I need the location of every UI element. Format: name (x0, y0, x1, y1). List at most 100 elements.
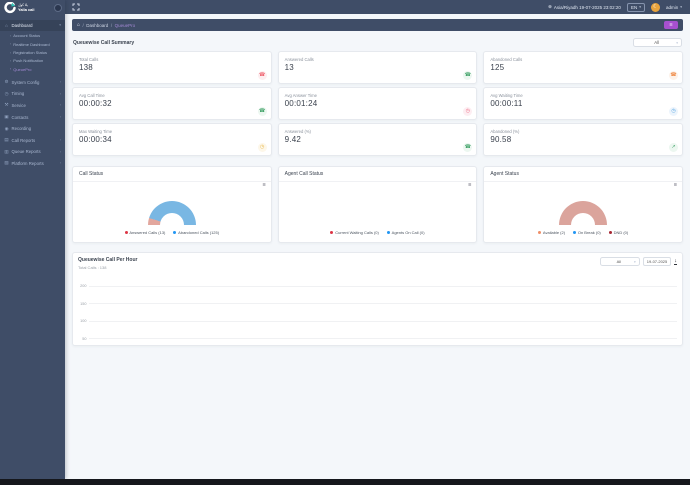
sidebar-subitem-realtime-dashboard[interactable]: › Realtime Dashboard (10, 41, 50, 47)
legend-item[interactable]: Abandoned Calls (125) (173, 230, 219, 235)
chevron-down-icon: ▾ (639, 5, 641, 9)
chevron-right-icon: › (59, 161, 61, 166)
chart-legend: Answered Calls (13) Abandoned Calls (125… (73, 230, 271, 235)
chart-menu-icon[interactable]: ≡ (673, 182, 677, 188)
record-icon: ◉ (4, 125, 9, 131)
legend-dot (538, 230, 542, 234)
summary-title: Queuewise Call Summary (73, 39, 135, 46)
chart-card-call-status: Call Status ≡ Answered Calls (13) Abando… (72, 166, 272, 243)
sidebar-submenu-dashboard: › Account Status › Realtime Dashboard › Reg… (0, 31, 65, 77)
sidebar-toggle[interactable] (54, 4, 62, 12)
legend-dot (330, 230, 334, 234)
sidebar-item-dashboard[interactable]: ⌂ Dashboard ▾ (0, 20, 65, 31)
stat-card-abandoned-calls: Abandoned Calls 125 ☎ (483, 51, 683, 84)
bottom-bar (0, 479, 690, 485)
sidebar-item-contacts[interactable]: ▣ Contacts › (4, 114, 61, 120)
phone-icon: ☎ (257, 107, 267, 116)
breadcrumb-dashboard[interactable]: Dashboard (86, 22, 109, 28)
date-picker[interactable]: 19-07-2025 (642, 257, 672, 266)
y-axis-tick: 200 (80, 284, 87, 289)
sidebar-item-timing[interactable]: ◷ Timing › (4, 90, 61, 97)
chevron-right-icon: › (59, 91, 61, 96)
clock-icon: ◷ (463, 107, 473, 116)
legend-dot (573, 230, 577, 234)
report-icon: ▤ (4, 137, 9, 143)
username-label: admin (665, 4, 679, 10)
arrow-icon: › (10, 33, 12, 38)
logo-text: يلا كول Yalla call (18, 3, 35, 12)
legend-item[interactable]: Current Waiting Calls (0) (330, 230, 379, 235)
stat-card-avg-answer-time: Avg Answer Time 00:01:24 ◷ (277, 87, 478, 120)
sidebar-item-queue-reports[interactable]: ▥ Queue Reports › (4, 148, 61, 155)
half-donut-chart (559, 200, 608, 225)
sidebar-subitem-queuepro[interactable]: › QueuePro (10, 66, 32, 72)
stat-card-answered-calls: Answered Calls 13 ☎ (277, 51, 478, 84)
arrow-icon: › (10, 42, 12, 47)
chart-legend: Available (2) On Break (0) DND (0) (484, 230, 682, 235)
hourly-filter-select[interactable]: All ▾ (599, 257, 640, 266)
chart-card-agent-status: Agent Status ≡ Available (2) On Break (0… (483, 166, 683, 243)
chart-menu-icon[interactable]: ≡ (468, 182, 472, 188)
breadcrumb-queuepro[interactable]: QueuePro (114, 22, 136, 28)
sidebar-item-recording[interactable]: ◉ Recording (4, 125, 32, 132)
y-axis-tick: 100 (80, 319, 87, 324)
phone-icon: ☎ (463, 71, 473, 80)
clock-icon: ◷ (669, 107, 678, 116)
phone-icon: ☎ (669, 71, 678, 80)
sidebar-item-platform-reports[interactable]: ▧ Platform Reports › (4, 160, 61, 166)
stat-card-avg-call-time: Avg Call Time 00:00:32 ☎ (72, 87, 272, 120)
legend-item[interactable]: Answered Calls (13) (124, 230, 165, 235)
sidebar-subitem-account-status[interactable]: › Account Status (10, 33, 41, 39)
sidebar-item-system-config[interactable]: ⚙ System Config › (4, 79, 61, 85)
legend-item[interactable]: DND (0) (608, 230, 628, 235)
breadcrumb-menu-button[interactable]: ≡ (664, 21, 678, 29)
main-content: ⌂ / Dashboard / QueuePro ≡ Queuewise Cal… (65, 14, 690, 479)
breadcrumb: ⌂ / Dashboard / QueuePro ≡ (72, 19, 683, 31)
legend-dot (386, 230, 390, 234)
chevron-down-icon: ▾ (634, 259, 636, 264)
timezone-datetime: ⊕ Asia/Riyadh 19-07-2025 23:02:20 (548, 4, 621, 10)
chart-menu-icon[interactable]: ≡ (262, 182, 266, 188)
chevron-down-icon: ▾ (59, 23, 61, 28)
sidebar-nav: ⌂ Dashboard ▾ › Account Status › Realtime … (0, 20, 65, 169)
chart-card-agent-call-status: Agent Call Status ≡ Current Waiting Call… (277, 166, 478, 243)
phone-icon: ☎ (257, 71, 267, 80)
top-header: ⊕ Asia/Riyadh 19-07-2025 23:02:20 EN ▾ ☾ a… (0, 0, 690, 14)
half-donut-chart (147, 200, 196, 225)
sidebar-item-service[interactable]: ⚒ Service › (4, 102, 61, 108)
gridline (89, 320, 677, 322)
sidebar: يلا كول Yalla call ⌂ Dashboard ▾ › Accoun… (0, 0, 65, 479)
stat-card-total-calls: Total Calls 138 ☎ (72, 51, 272, 84)
legend-item[interactable]: Available (2) (538, 230, 565, 235)
app-logo[interactable]: يلا كول Yalla call (0, 0, 65, 16)
chevron-right-icon: › (59, 138, 61, 143)
phone-icon: ☎ (463, 143, 473, 152)
legend-item[interactable]: On Break (0) (573, 230, 601, 235)
chevron-down-icon: ▾ (680, 5, 682, 9)
theme-toggle[interactable]: ☾ (650, 2, 660, 12)
report-icon: ▥ (4, 148, 9, 154)
y-axis-tick: 50 (82, 336, 87, 341)
user-menu[interactable]: admin ▾ (666, 5, 682, 10)
language-selector[interactable]: EN ▾ (626, 2, 645, 12)
gridline (89, 303, 677, 305)
hourly-total-calls: Total Calls : 138 (78, 264, 107, 270)
stat-card-answered-pct: Answered (%) 9.42 ☎ (277, 123, 478, 156)
summary-header: Queuewise Call Summary All ▾ (73, 38, 682, 47)
clock-icon: ◷ (4, 90, 9, 96)
datetime-text: Asia/Riyadh 19-07-2025 23:02:20 (553, 4, 621, 10)
fullscreen-icon[interactable] (72, 3, 80, 11)
download-icon[interactable]: ↓ (674, 257, 677, 265)
contacts-icon: ▣ (4, 114, 9, 120)
queue-filter-select[interactable]: All ▾ (633, 38, 682, 47)
language-label: EN (630, 4, 638, 10)
moon-icon: ☾ (653, 3, 658, 10)
home-icon[interactable]: ⌂ (77, 22, 81, 28)
gridline (89, 338, 677, 340)
arrow-up-icon: ↗ (669, 143, 678, 152)
sidebar-subitem-registration-status[interactable]: › Registration Status (10, 50, 47, 56)
legend-item[interactable]: Agents On Call (0) (386, 230, 425, 235)
sidebar-item-call-reports[interactable]: ▤ Call Reports › (4, 137, 61, 143)
sidebar-subitem-push-notification[interactable]: › Push Notification (10, 58, 44, 64)
arrow-icon: › (10, 58, 12, 63)
